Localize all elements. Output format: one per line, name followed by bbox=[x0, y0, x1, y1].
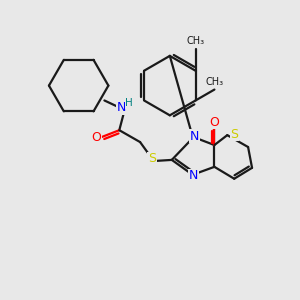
Text: N: N bbox=[189, 169, 198, 182]
Text: CH₃: CH₃ bbox=[206, 76, 224, 87]
Text: N: N bbox=[190, 130, 199, 142]
Text: O: O bbox=[92, 130, 101, 144]
Text: H: H bbox=[125, 98, 133, 108]
Text: O: O bbox=[209, 116, 219, 129]
Text: CH₃: CH₃ bbox=[187, 36, 205, 46]
Text: S: S bbox=[148, 152, 156, 165]
Text: S: S bbox=[230, 128, 238, 141]
Text: N: N bbox=[117, 101, 126, 114]
